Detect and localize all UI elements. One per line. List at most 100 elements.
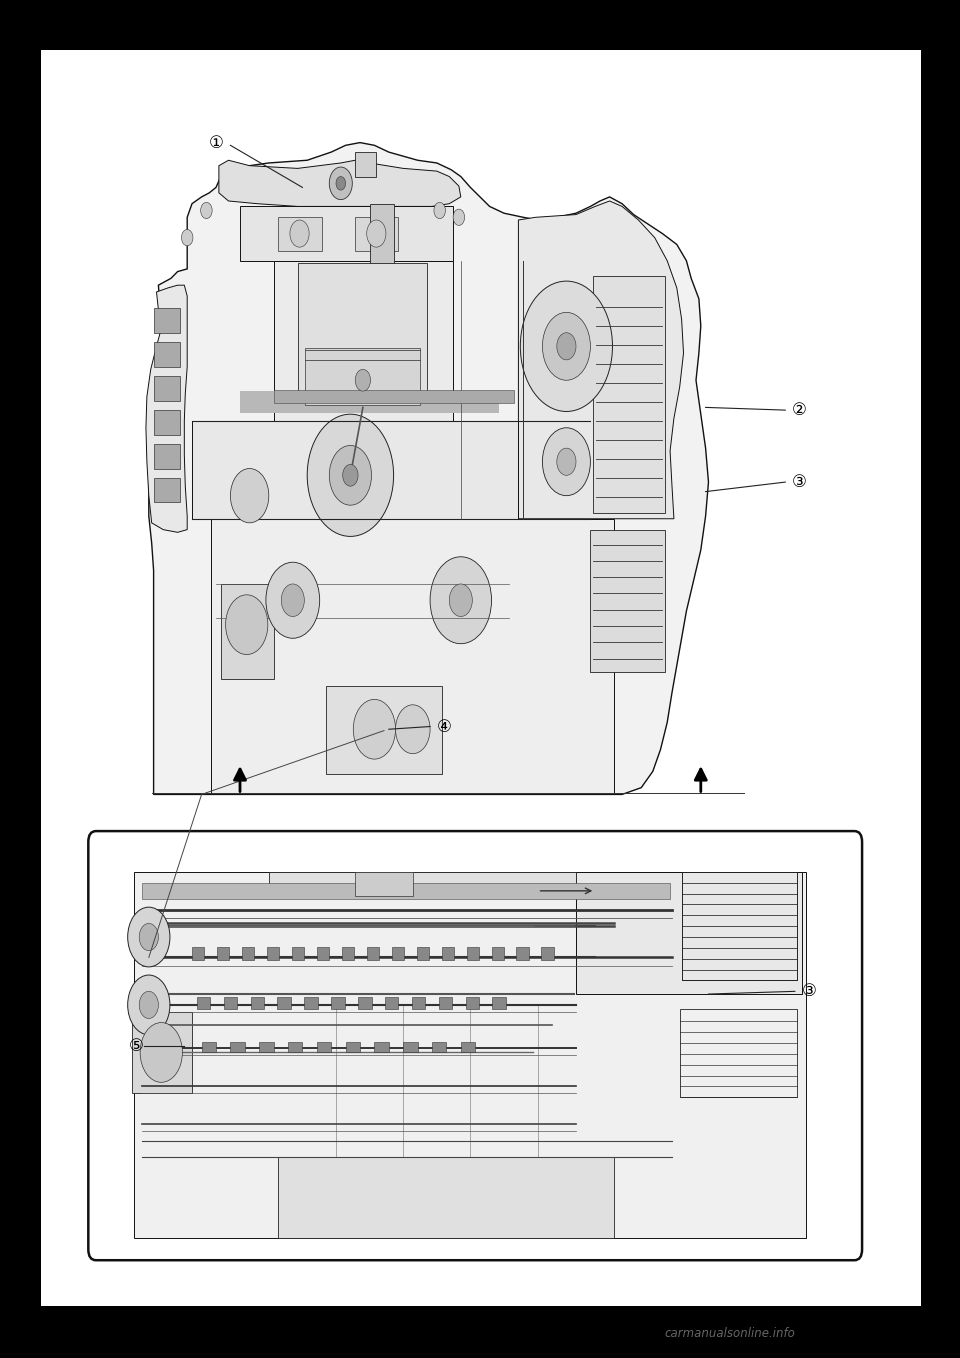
Bar — [355, 217, 398, 251]
Polygon shape — [269, 872, 576, 896]
Bar — [541, 947, 554, 960]
Polygon shape — [146, 285, 187, 532]
Circle shape — [329, 167, 352, 200]
Circle shape — [290, 220, 309, 247]
Polygon shape — [219, 160, 461, 206]
Bar — [242, 947, 254, 960]
Text: ⑤: ⑤ — [129, 1036, 144, 1055]
Bar — [154, 376, 180, 401]
Circle shape — [140, 1023, 182, 1082]
Circle shape — [226, 595, 268, 655]
Circle shape — [281, 584, 304, 617]
Bar — [292, 947, 304, 960]
Circle shape — [557, 333, 576, 360]
Bar — [230, 1042, 245, 1052]
Bar — [274, 390, 514, 403]
Circle shape — [201, 202, 212, 219]
Circle shape — [128, 907, 170, 967]
Bar — [154, 478, 180, 502]
Circle shape — [520, 281, 612, 411]
Bar — [417, 947, 429, 960]
Circle shape — [355, 369, 371, 391]
Bar — [466, 997, 479, 1009]
Bar — [288, 1042, 302, 1052]
Bar — [267, 947, 279, 960]
Polygon shape — [274, 261, 453, 421]
Circle shape — [367, 220, 386, 247]
Bar — [298, 263, 427, 410]
Bar — [392, 947, 404, 960]
Circle shape — [336, 177, 346, 190]
Bar — [439, 997, 452, 1009]
Bar — [326, 686, 442, 774]
Bar — [355, 872, 413, 896]
Circle shape — [434, 202, 445, 219]
Bar — [154, 444, 180, 469]
Bar — [197, 997, 210, 1009]
Circle shape — [139, 991, 158, 1018]
Text: ③: ③ — [792, 473, 806, 492]
Circle shape — [307, 414, 394, 536]
Circle shape — [453, 209, 465, 225]
Bar — [590, 530, 665, 672]
Polygon shape — [240, 206, 453, 261]
Bar — [403, 1042, 418, 1052]
Bar — [277, 997, 291, 1009]
Bar — [346, 1042, 360, 1052]
Bar — [593, 276, 665, 513]
FancyBboxPatch shape — [88, 831, 862, 1260]
Bar — [154, 308, 180, 333]
Bar — [240, 391, 499, 413]
Circle shape — [266, 562, 320, 638]
Polygon shape — [149, 143, 708, 794]
Text: ③: ③ — [802, 982, 816, 1001]
Polygon shape — [278, 1157, 614, 1238]
Bar — [317, 947, 329, 960]
Bar — [331, 997, 345, 1009]
Bar — [221, 584, 274, 679]
Bar — [142, 883, 670, 899]
Bar — [680, 1009, 797, 1097]
Bar — [202, 1042, 216, 1052]
Circle shape — [230, 469, 269, 523]
Bar — [217, 947, 229, 960]
Text: ①: ① — [208, 133, 224, 152]
Bar — [192, 947, 204, 960]
Polygon shape — [211, 519, 614, 794]
Circle shape — [542, 428, 590, 496]
Bar — [516, 947, 529, 960]
Bar — [374, 1042, 389, 1052]
Circle shape — [128, 975, 170, 1035]
Bar — [367, 947, 379, 960]
Polygon shape — [134, 872, 806, 1238]
Text: carmanualsonline.info: carmanualsonline.info — [664, 1327, 795, 1340]
Polygon shape — [518, 201, 684, 519]
Bar — [342, 947, 354, 960]
Circle shape — [353, 699, 396, 759]
Circle shape — [181, 230, 193, 246]
Circle shape — [343, 464, 358, 486]
Bar — [154, 342, 180, 367]
Circle shape — [396, 705, 430, 754]
Bar — [358, 997, 372, 1009]
Circle shape — [139, 923, 158, 951]
Polygon shape — [576, 872, 802, 994]
Circle shape — [542, 312, 590, 380]
Bar — [412, 997, 425, 1009]
Bar — [278, 217, 322, 251]
Bar — [259, 1042, 274, 1052]
Bar — [317, 1042, 331, 1052]
Bar — [442, 947, 454, 960]
Bar — [355, 152, 376, 177]
Bar — [251, 997, 264, 1009]
Bar — [682, 872, 797, 980]
FancyBboxPatch shape — [41, 50, 921, 1306]
Bar — [224, 997, 237, 1009]
Circle shape — [329, 445, 372, 505]
Bar — [492, 997, 506, 1009]
Circle shape — [430, 557, 492, 644]
Bar — [305, 348, 420, 405]
Bar — [461, 1042, 475, 1052]
Text: ④: ④ — [437, 717, 451, 736]
Bar — [385, 997, 398, 1009]
